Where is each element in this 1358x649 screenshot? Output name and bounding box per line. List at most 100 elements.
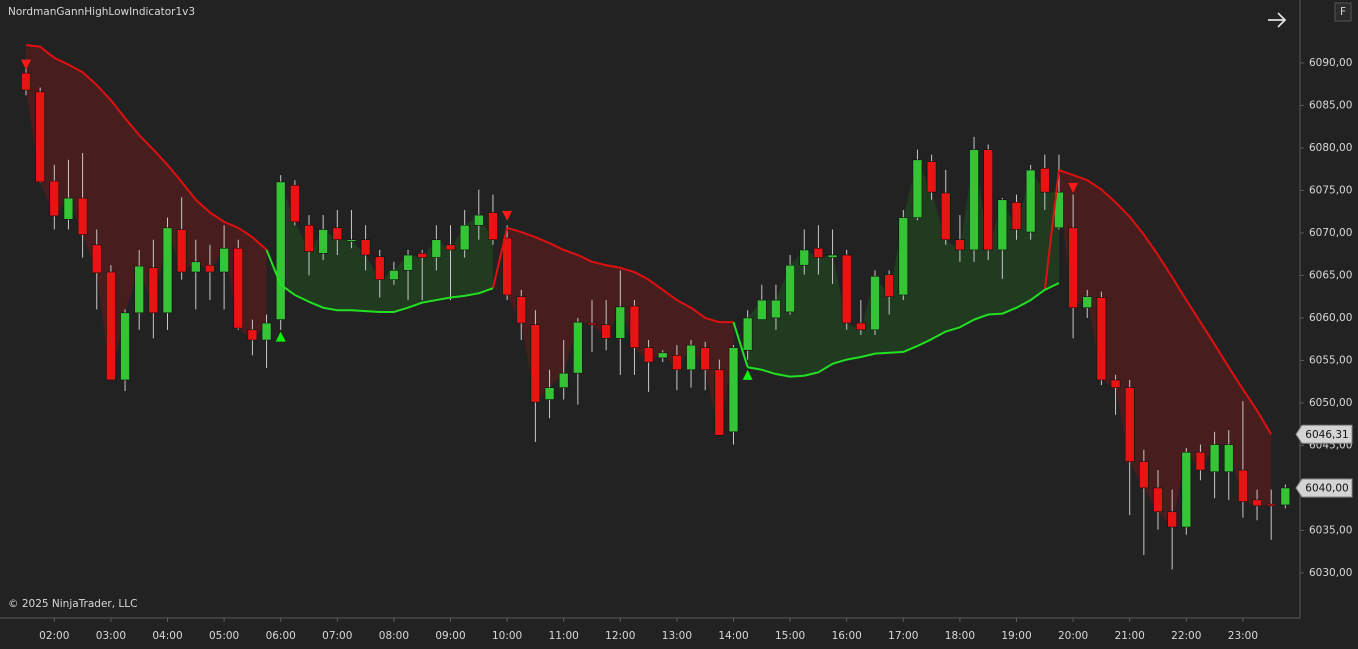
candle-body [728,347,739,433]
candle-body [573,321,583,374]
candle-body [1011,202,1022,230]
candle-body [63,197,74,220]
candle-body [219,247,229,273]
candle-body [233,247,244,329]
x-tick-label: 13:00 [662,630,692,642]
indicator-switch [491,227,509,289]
indicator-switch [732,321,749,368]
x-tick-label: 11:00 [549,630,579,642]
candle-body [771,299,781,319]
indicator-line [747,282,1060,378]
candle-body [431,239,442,258]
x-tick-label: 08:00 [379,630,409,642]
x-tick-label: 21:00 [1115,630,1145,642]
candle-body [191,261,201,273]
candle-body [856,322,866,331]
y-tick-label: 6060,00 [1309,312,1352,324]
x-tick-label: 07:00 [322,630,352,642]
candle-body [1181,451,1192,528]
price-marker [1295,478,1353,498]
x-tick-label: 06:00 [266,630,296,642]
candle-body [91,244,102,274]
x-tick-label: 22:00 [1171,630,1201,642]
indicator-switch [265,249,282,286]
candles [21,62,1291,570]
candle-body [445,244,456,251]
y-tick-label: 6065,00 [1309,269,1352,281]
y-tick-label: 6050,00 [1309,397,1352,409]
candle-body [488,212,498,241]
candle-body [1139,461,1149,489]
candle-body [1025,169,1036,233]
indicator-line [280,283,494,313]
navigate-arrow[interactable] [1268,12,1287,28]
x-tick-label: 15:00 [775,630,805,642]
candle-body [1167,511,1177,528]
candle-body [700,347,711,371]
candle-body [742,317,753,351]
candle-body [162,227,173,314]
axes: 6030,006035,006040,006045,006050,006055,… [39,57,1353,642]
buy-signal [275,331,286,342]
candle-body [827,254,838,258]
x-tick-label: 09:00 [435,630,465,642]
f-button-label[interactable]: F [1340,6,1346,18]
candle-body [35,91,45,183]
buy-signal [742,369,753,380]
candle-body [417,253,428,258]
candle-body [926,161,937,193]
candle-body [176,229,187,273]
y-tick-label: 6090,00 [1309,57,1352,69]
candle-body [459,224,470,251]
x-tick-label: 04:00 [152,630,182,642]
candle-body [516,296,527,324]
candle-body [360,239,371,256]
candle-body [346,239,357,242]
candle-body [134,265,144,314]
candle-body [714,369,725,436]
candle-body [870,275,880,331]
candle-body [1252,499,1262,507]
candle-body [940,192,951,241]
candle-body [1280,487,1291,506]
candle-body [247,329,258,341]
x-tick-label: 17:00 [888,630,918,642]
candle-body [884,274,894,297]
x-tick-label: 19:00 [1001,630,1031,642]
candle-body [1266,503,1276,507]
candle-body [205,264,215,273]
candle-body [813,247,824,258]
f-button[interactable] [1334,2,1352,22]
candle-body [672,355,682,371]
x-tick-label: 02:00 [39,630,69,642]
price-marker-label: 6040,00 [1305,482,1348,494]
y-tick-label: 6070,00 [1309,227,1352,239]
y-tick-label: 6075,00 [1309,184,1352,196]
candle-body [106,271,116,381]
candle-body [544,387,555,400]
candle-body [1223,444,1234,473]
candle-body [1124,387,1135,462]
x-tick-label: 20:00 [1058,630,1088,642]
x-tick-label: 12:00 [605,630,635,642]
indicator-switch [1043,169,1060,290]
candle-body [997,199,1008,251]
candle-body [389,270,399,280]
candle-body [657,352,668,359]
candle-body [898,217,909,296]
x-tick-label: 14:00 [718,630,748,642]
x-tick-label: 23:00 [1228,630,1258,642]
candle-body [332,227,343,241]
x-tick-label: 03:00 [96,630,126,642]
candle-body [601,324,611,339]
indicator-line [1058,169,1273,435]
candle-body [1068,227,1078,309]
indicator-title: NordmanGannHighLowIndicator1v3 [8,6,195,18]
y-tick-label: 6085,00 [1309,99,1352,111]
candle-body [318,229,328,254]
candle-body [686,344,696,371]
candle-body [969,149,979,251]
sell-signal [21,59,31,70]
candle-body [1153,487,1163,513]
